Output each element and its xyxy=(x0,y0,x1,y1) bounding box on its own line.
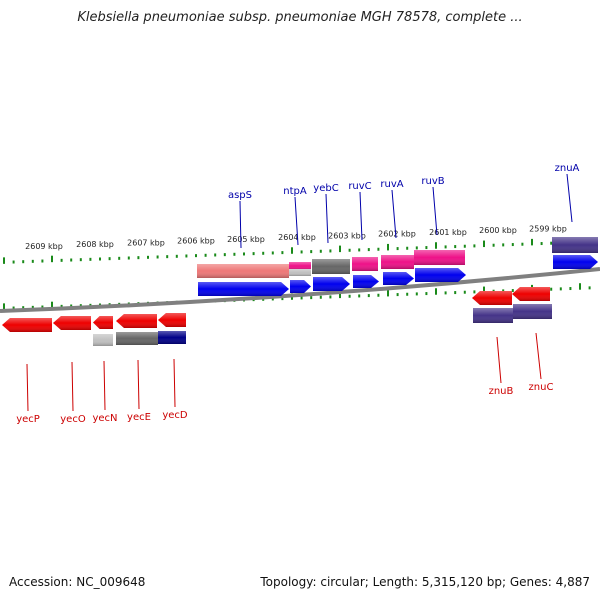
gene-label-yecD[interactable]: yecD xyxy=(162,410,188,421)
gene-label-leader xyxy=(391,189,397,239)
feature-ruvC-box[interactable] xyxy=(352,257,378,271)
gene-label-yecO[interactable]: yecO xyxy=(60,414,86,425)
map-title: Klebsiella pneumoniae subsp. pneumoniae … xyxy=(77,10,523,25)
scale-label: 2604 kbp xyxy=(278,233,316,242)
feature-ruvB-box[interactable] xyxy=(414,250,465,265)
scale-label: 2603 kbp xyxy=(328,231,366,240)
gene-label-ruvB[interactable]: ruvB xyxy=(421,176,444,187)
gene-label-leader xyxy=(535,332,542,380)
feature-yebC-box[interactable] xyxy=(312,259,350,274)
feature-znuC-box[interactable] xyxy=(513,304,552,319)
gene-znuC[interactable] xyxy=(512,287,550,301)
cds-ntpA[interactable] xyxy=(290,280,311,293)
scale-label: 2600 kbp xyxy=(479,226,517,235)
gene-label-leader xyxy=(71,361,74,412)
gene-label-ntpA[interactable]: ntpA xyxy=(283,186,307,197)
gene-label-yebC[interactable]: yebC xyxy=(313,183,338,194)
gene-label-znuA[interactable]: znuA xyxy=(555,163,580,174)
gene-yecD[interactable] xyxy=(158,313,186,327)
accession-text: Accession: NC_009648 xyxy=(9,575,146,589)
feature-yecD-box[interactable] xyxy=(158,331,186,344)
feature-aspS-box[interactable] xyxy=(197,264,289,278)
gene-label-znuC[interactable]: znuC xyxy=(529,382,554,393)
feature-ruvA-box[interactable] xyxy=(381,255,414,269)
feature-ntpA-box-lower[interactable] xyxy=(289,269,311,276)
cds-yebC[interactable] xyxy=(313,277,350,291)
gene-yecN[interactable] xyxy=(93,316,113,329)
scale-label: 2599 kbp xyxy=(529,224,567,233)
cds-znuA[interactable] xyxy=(553,255,598,269)
feature-znuA-box[interactable] xyxy=(552,237,598,253)
feature-yecN-box[interactable] xyxy=(93,334,113,346)
gene-label-ruvA[interactable]: ruvA xyxy=(380,179,403,190)
feature-znuB-box[interactable] xyxy=(473,308,513,323)
cds-aspS[interactable] xyxy=(198,282,289,296)
gene-label-leader xyxy=(103,360,106,411)
gene-label-leader xyxy=(566,173,573,223)
gene-label-leader xyxy=(26,363,29,412)
gene-label-ruvC[interactable]: ruvC xyxy=(348,181,371,192)
gene-label-aspS[interactable]: aspS xyxy=(228,190,252,201)
gene-yecE[interactable] xyxy=(116,314,157,328)
gene-label-yecP[interactable]: yecP xyxy=(16,414,40,425)
gene-label-leader xyxy=(325,193,329,244)
gene-label-leader xyxy=(137,359,140,410)
scale-label: 2609 kbp xyxy=(25,242,63,251)
cds-ruvB[interactable] xyxy=(415,268,466,282)
scale-label: 2601 kbp xyxy=(429,228,467,237)
scale-label: 2608 kbp xyxy=(76,240,114,249)
gene-znuB[interactable] xyxy=(472,291,512,305)
scale-label: 2606 kbp xyxy=(177,237,215,246)
feature-yecE-box[interactable] xyxy=(116,332,158,345)
gene-label-leader xyxy=(359,191,363,241)
gene-label-leader xyxy=(294,196,299,246)
cds-ruvA[interactable] xyxy=(383,272,414,285)
gene-label-leader xyxy=(432,186,438,236)
scale-label: 2607 kbp xyxy=(127,238,165,247)
cds-ruvC[interactable] xyxy=(353,275,379,288)
gene-label-leader xyxy=(173,358,176,408)
chromosome-backbone xyxy=(0,267,600,313)
gene-label-yecN[interactable]: yecN xyxy=(92,413,117,424)
scale-label: 2602 kbp xyxy=(378,230,416,239)
gene-label-yecE[interactable]: yecE xyxy=(127,412,151,423)
gene-label-leader xyxy=(239,200,242,249)
gene-label-leader xyxy=(496,336,502,384)
gene-yecP[interactable] xyxy=(2,318,52,332)
genome-summary-text: Topology: circular; Length: 5,315,120 bp… xyxy=(260,575,590,589)
gene-yecO[interactable] xyxy=(53,316,91,330)
feature-ntpA-box[interactable] xyxy=(289,262,311,270)
scale-label: 2605 kbp xyxy=(227,235,265,244)
gene-label-znuB[interactable]: znuB xyxy=(489,386,514,397)
